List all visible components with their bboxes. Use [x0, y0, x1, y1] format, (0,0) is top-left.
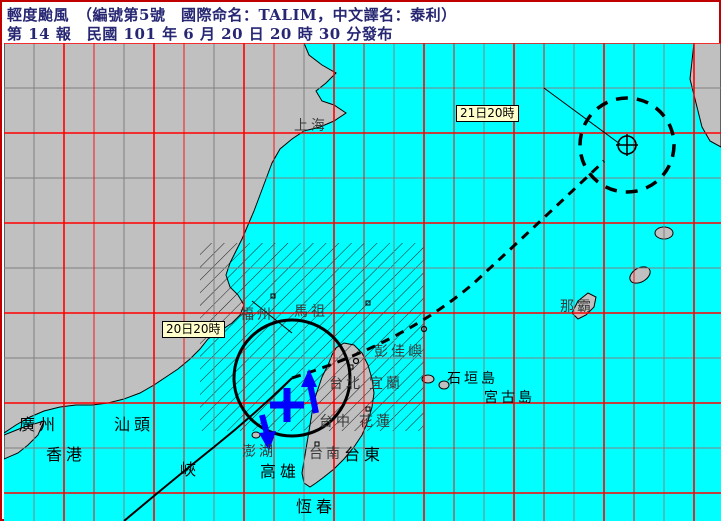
map-grid-thin — [93, 43, 635, 521]
island-small-b — [629, 266, 651, 284]
typhoon-track-map[interactable]: 21日20時 20日20時 上海 那霸 石垣島 宮古島 福州 馬祖 彭佳嶼 台北 宜蘭 台中 花蓮台… — [4, 43, 721, 521]
past-track-line — [123, 377, 293, 521]
map-grid-major — [4, 43, 721, 521]
island-penghu — [251, 431, 261, 439]
landmass-northeast — [689, 43, 721, 148]
typhoon-title-line: 輕度颱風 （編號第5號 國際命名：TALIM，中文譯名：泰利） — [7, 6, 457, 24]
callout-forecast-time[interactable]: 21日20時 — [456, 105, 519, 122]
station-dots — [270, 293, 371, 447]
map-canvas — [4, 43, 721, 521]
sea-warning-area — [200, 243, 424, 431]
callout-current-time[interactable]: 20日20時 — [162, 321, 225, 338]
forecast-typhoon-symbol — [616, 134, 638, 156]
bulletin-header: 輕度颱風 （編號第5號 國際命名：TALIM，中文譯名：泰利） 第 14 報 民… — [2, 2, 719, 43]
track-waypoint-markers — [352, 325, 428, 365]
map-grid-minor — [4, 43, 721, 521]
storm-center-cross-icon — [270, 388, 304, 422]
forecast-callout-leader — [543, 87, 621, 145]
forecast-probability-circle — [578, 96, 676, 194]
island-ishigaki — [438, 380, 450, 390]
storm-wind-radius-circle — [232, 318, 352, 438]
current-callout-leader — [251, 300, 293, 334]
storm-motion-arrow-north — [301, 369, 319, 414]
storm-motion-arrow-south — [259, 414, 276, 451]
bulletin-issue-line: 第 14 報 民國 101 年 6 月 20 日 20 時 30 分發布 — [7, 25, 393, 43]
forecast-track-line — [291, 159, 606, 380]
